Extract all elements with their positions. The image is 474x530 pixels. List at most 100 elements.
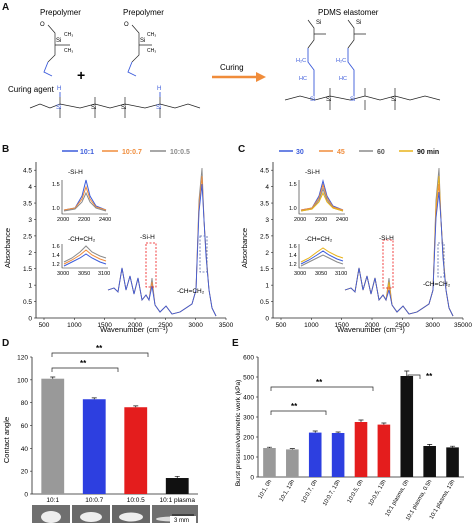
x-tick-label: 10:0.7, 0h bbox=[301, 479, 319, 504]
curing-arrow-label: Curing bbox=[220, 63, 244, 72]
y-tick-label: 0 bbox=[265, 316, 269, 323]
si-atom: Si bbox=[326, 97, 331, 103]
bar bbox=[354, 422, 368, 477]
x-tick-label: 10:1 plasma, 0h bbox=[385, 479, 411, 518]
y-tick-label: 20 bbox=[21, 469, 29, 476]
y-tick-label: 2.5 bbox=[23, 233, 32, 240]
si-atom: Si bbox=[356, 20, 361, 26]
legend-c-item: 90 min bbox=[417, 149, 439, 156]
inset-tick: 2200 bbox=[78, 217, 90, 223]
si-atom: Si bbox=[156, 105, 161, 111]
y-tick-label: 100 bbox=[243, 455, 254, 462]
ch-peak-label: -CH=CH₂ bbox=[423, 281, 451, 288]
x-tick-label: 1000 bbox=[304, 322, 319, 329]
prepolymer-label-2: Prepolymer bbox=[123, 8, 164, 17]
sih-peak-label: -Si-H bbox=[379, 235, 394, 242]
error-bar bbox=[91, 397, 97, 400]
y-axis-label: Absorbance bbox=[240, 228, 249, 268]
sig-marker: ** bbox=[80, 359, 87, 368]
inset-top-b: -Si-H 1.5 1.0 2000 2200 2400 bbox=[52, 169, 111, 223]
sig-marker: ** bbox=[291, 402, 298, 411]
x-tick-label: 1500 bbox=[97, 322, 112, 329]
pdms-elastomer-label: PDMS elastomer bbox=[318, 8, 379, 17]
y-tick-label: 1 bbox=[28, 283, 32, 290]
inset-bottom-b: -CH=CH₂ 1.6 1.4 1.2 3000 3050 3100 bbox=[52, 236, 110, 277]
x-tick-label: 10:1 bbox=[46, 497, 59, 504]
bar bbox=[423, 446, 436, 477]
inset-tick: 2400 bbox=[99, 217, 111, 223]
legend-b-item: 10:1 bbox=[80, 149, 94, 156]
y-tick-label: 600 bbox=[243, 355, 254, 362]
inset-bottom-c: -CH=CH₂ 1.6 1.4 1.2 3000 3050 3100 bbox=[289, 236, 347, 277]
error-bar bbox=[381, 422, 387, 425]
spectrum-line bbox=[344, 175, 454, 317]
y-tick-label: 4.5 bbox=[23, 168, 32, 175]
sig-bracket bbox=[270, 386, 374, 391]
sig-bracket bbox=[51, 352, 149, 357]
x-tick-label: 10:0.5, 13h bbox=[368, 479, 388, 507]
x-tick-label: 2500 bbox=[158, 322, 173, 329]
prepolymer-label-1: Prepolymer bbox=[40, 8, 81, 17]
y-tick-label: 4.5 bbox=[260, 168, 269, 175]
ftir-chart-c: 30 45 60 90 min 0 0.5 1 1.5 2 2.5 3 3.5 4 4.5 500 1… bbox=[240, 149, 472, 334]
y-tick-label: 40 bbox=[21, 446, 29, 453]
spectrum-line bbox=[344, 167, 454, 317]
x-tick-label: 2500 bbox=[395, 322, 410, 329]
sig-bracket bbox=[407, 374, 421, 379]
inset-tick: 1.2 bbox=[289, 262, 297, 268]
x-tick-label: 35000 bbox=[454, 322, 472, 329]
error-bar bbox=[289, 448, 295, 450]
panel-a-scheme: Prepolymer Prepolymer Si CH₃ CH₃ Si CH₃ … bbox=[8, 8, 441, 118]
inset-tick: 1.0 bbox=[52, 206, 60, 212]
si-atom: Si bbox=[391, 97, 396, 103]
y-tick-label: 1 bbox=[265, 283, 269, 290]
x-tick-label: 2000 bbox=[128, 322, 143, 329]
x-tick-label: 10:0.5 bbox=[127, 497, 145, 504]
bar bbox=[41, 378, 65, 494]
inset-tick: 1.6 bbox=[52, 244, 60, 250]
x-tick-label: 3500 bbox=[219, 322, 234, 329]
y-tick-label: 0.5 bbox=[260, 299, 269, 306]
inset-tick: 1.4 bbox=[52, 253, 60, 259]
y-tick-label: 2.5 bbox=[260, 233, 269, 240]
inset-tick: 3050 bbox=[78, 271, 90, 277]
contact-angle-chart: 0 20 40 60 80 100 120 10:1 10:0.7 10:0.5 10:1 plas… bbox=[2, 344, 198, 524]
bar bbox=[377, 424, 391, 477]
droplet-photos: 3 mm bbox=[32, 505, 198, 524]
error-bar bbox=[404, 370, 410, 376]
y-tick-label: 1.5 bbox=[260, 266, 269, 273]
si-atom: Si bbox=[350, 97, 355, 103]
legend-b: 10:1 10:0.7 10:0.5 bbox=[62, 149, 190, 156]
error-bar bbox=[427, 444, 433, 446]
inset-tick: 1.0 bbox=[289, 206, 297, 212]
error-bar bbox=[335, 431, 341, 433]
spectrum-line bbox=[344, 183, 454, 317]
inset-tick: 3100 bbox=[335, 271, 347, 277]
spectrum-line bbox=[107, 175, 217, 317]
inset-tick: 3000 bbox=[57, 271, 69, 277]
h-atom: H bbox=[157, 86, 161, 92]
panel-b-label: B bbox=[2, 144, 10, 155]
scale-bar-label: 3 mm bbox=[174, 518, 189, 524]
si-atom: Si bbox=[310, 97, 315, 103]
sig-marker: ** bbox=[426, 372, 433, 381]
legend-c-item: 45 bbox=[337, 149, 345, 156]
y-tick-label: 3 bbox=[265, 217, 269, 224]
ch-peak-box bbox=[199, 235, 208, 273]
sih-peak-box bbox=[145, 242, 157, 288]
panel-e-label: E bbox=[232, 338, 239, 349]
y-tick-label: 400 bbox=[243, 395, 254, 402]
x-tick-label: 3000 bbox=[425, 322, 440, 329]
error-bar bbox=[50, 376, 56, 379]
inset-tick: 2200 bbox=[315, 217, 327, 223]
y-tick-label: 3.5 bbox=[23, 201, 32, 208]
inset-top-c: -Si-H 1.5 1.0 2000 2200 2400 bbox=[289, 169, 348, 223]
sig-bracket bbox=[270, 410, 327, 415]
y-axis-label: Burst pressure/volumetric work (kPa) bbox=[235, 380, 242, 487]
o-atom: O bbox=[124, 22, 129, 28]
plus-sign: + bbox=[77, 67, 85, 83]
si-atom: Si bbox=[56, 105, 61, 111]
inset-label: -CH=CH₂ bbox=[305, 236, 333, 243]
inset-tick: 3000 bbox=[294, 271, 306, 277]
h-atom: H bbox=[57, 86, 61, 92]
